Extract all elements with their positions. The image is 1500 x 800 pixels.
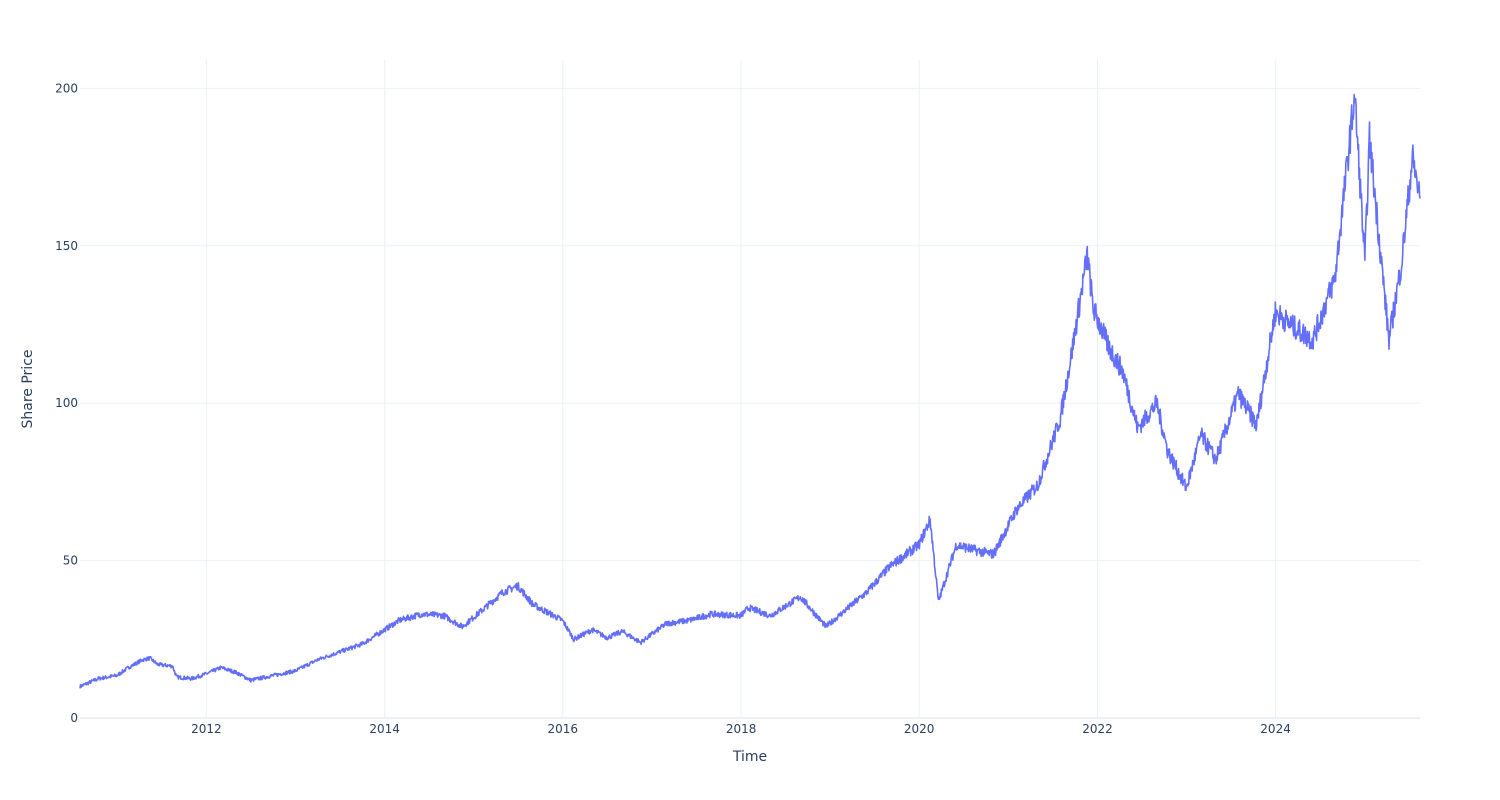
x-tick-label-2024: 2024 bbox=[1260, 722, 1291, 736]
x-tick-label-2014: 2014 bbox=[369, 722, 400, 736]
x-tick-label-2012: 2012 bbox=[191, 722, 222, 736]
y-tick-label-200: 200 bbox=[55, 81, 78, 95]
line-layer bbox=[79, 93, 1421, 689]
x-tick-label-2022: 2022 bbox=[1082, 722, 1113, 736]
tick-layer: 2012 2014 2016 2018 2020 2022 2024 0 50 100 150 200 bbox=[55, 81, 1291, 736]
y-tick-label-0: 0 bbox=[70, 711, 78, 725]
y-tick-label-150: 150 bbox=[55, 239, 78, 253]
grid-layer bbox=[80, 60, 1420, 719]
y-tick-label-100: 100 bbox=[55, 396, 78, 410]
x-tick-label-2018: 2018 bbox=[726, 722, 757, 736]
y-axis-title: Share Price bbox=[20, 349, 36, 428]
price-series-line bbox=[79, 93, 1421, 689]
x-tick-label-2020: 2020 bbox=[904, 722, 935, 736]
y-tick-label-50: 50 bbox=[63, 554, 78, 568]
x-axis-title: Time bbox=[732, 749, 767, 765]
x-tick-label-2016: 2016 bbox=[547, 722, 578, 736]
